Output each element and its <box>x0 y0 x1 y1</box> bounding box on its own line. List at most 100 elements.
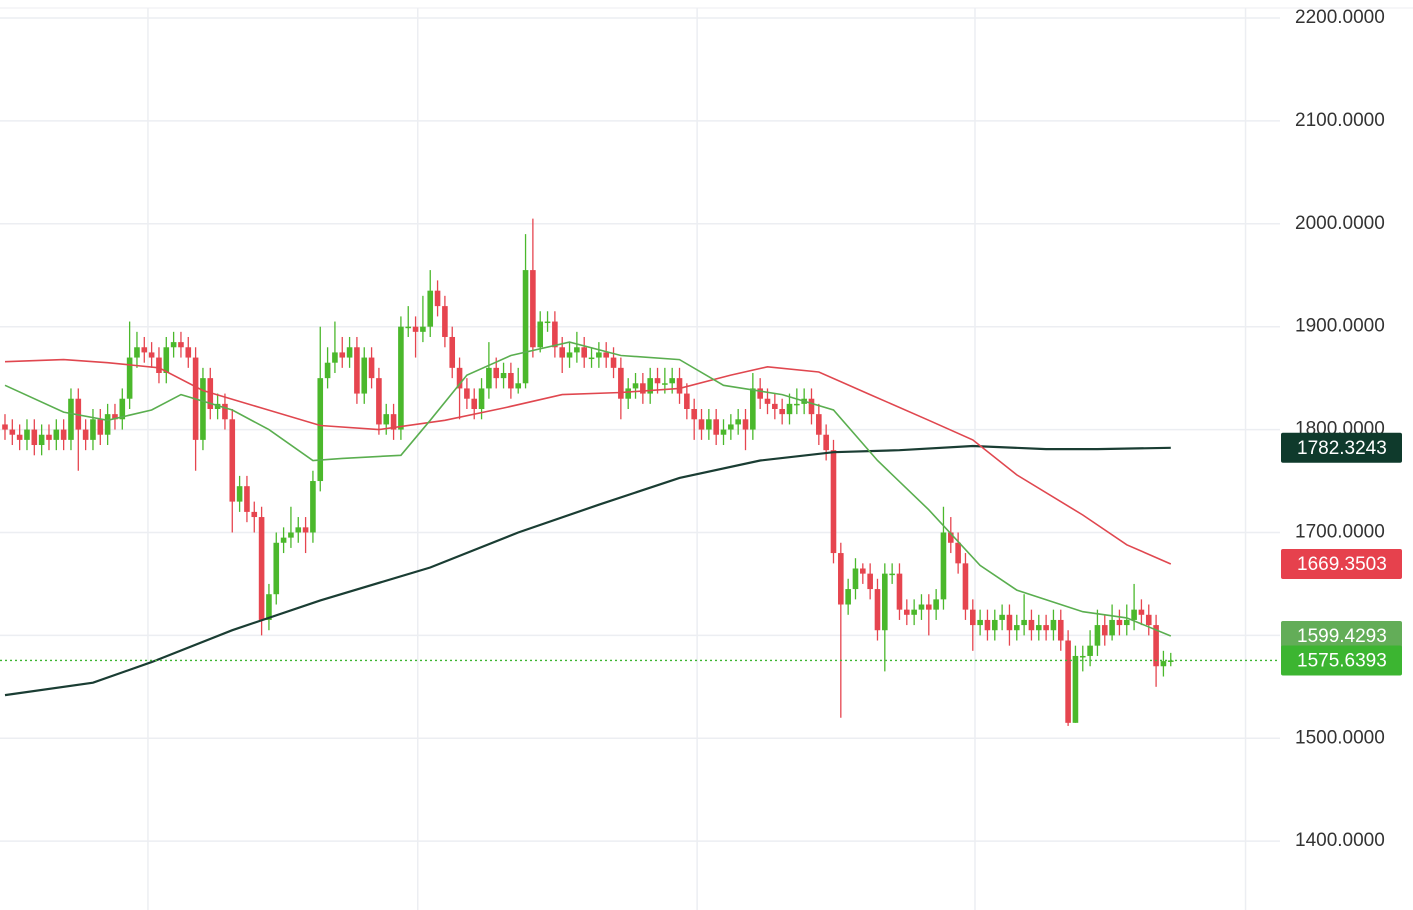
candle-body <box>889 573 895 576</box>
candle-body <box>654 378 661 384</box>
candle-body <box>464 388 470 399</box>
candle-body <box>632 383 639 389</box>
candle-body <box>530 270 536 348</box>
candle-body <box>581 347 588 358</box>
candle-body <box>471 398 478 410</box>
candle-body <box>82 429 89 440</box>
candle-body <box>1050 619 1057 631</box>
y-tick-label: 2100.0000 <box>1295 110 1385 131</box>
price-label-bg <box>1281 549 1402 580</box>
candle-body <box>68 398 74 440</box>
candle-body <box>1065 640 1071 723</box>
candle-body <box>1021 619 1027 626</box>
candle-body <box>324 362 331 379</box>
candle-body <box>588 357 595 360</box>
candle-body <box>984 619 991 631</box>
candle-body <box>838 553 844 605</box>
candle-body <box>332 352 338 363</box>
candle-body <box>97 419 104 435</box>
moving-average-line <box>4 358 1172 565</box>
price-label: 1575.6393 <box>1297 650 1387 671</box>
candle-body <box>977 619 983 626</box>
candle-body <box>126 357 133 399</box>
y-tick-label: 1500.0000 <box>1295 727 1385 748</box>
candle-body <box>1072 655 1079 723</box>
candle-body <box>896 573 903 610</box>
candle-body <box>603 352 609 358</box>
candle-body <box>104 414 111 435</box>
price-label: 1782.3243 <box>1297 438 1387 459</box>
y-tick-label: 2200.0000 <box>1295 7 1385 28</box>
candle-body <box>200 378 206 440</box>
candle-body <box>427 290 434 327</box>
candle-body <box>999 614 1005 620</box>
candle-body <box>119 398 126 420</box>
candle-body <box>676 378 683 394</box>
y-tick-label: 2000.0000 <box>1295 213 1385 234</box>
candle-body <box>596 352 602 358</box>
candle-body <box>823 434 829 451</box>
candle-body <box>845 589 851 605</box>
candle-body <box>1094 625 1101 646</box>
candle-body <box>141 347 148 353</box>
candle-body <box>669 378 675 384</box>
candle-body <box>112 414 118 420</box>
candle-body <box>178 342 184 348</box>
candle-body <box>640 383 646 394</box>
price-label: 1669.3503 <box>1297 554 1387 575</box>
candle-body <box>449 336 456 368</box>
candle-body <box>852 568 859 590</box>
candle-body <box>1167 660 1174 662</box>
candle-body <box>229 419 236 502</box>
candle-body <box>1131 609 1137 620</box>
candle-body <box>610 357 617 368</box>
candle-body <box>904 609 910 615</box>
candle-body <box>339 352 346 358</box>
moving-average-line <box>4 444 1171 697</box>
candle-body <box>390 414 397 430</box>
candle-body <box>779 409 785 415</box>
y-tick-label: 1900.0000 <box>1295 316 1385 337</box>
candle-body <box>156 357 162 373</box>
candle-body <box>170 342 177 348</box>
candle-body <box>148 352 155 358</box>
candle-body <box>383 414 390 425</box>
candle-body <box>1006 614 1013 631</box>
candle-body <box>647 378 653 394</box>
candle-body <box>926 604 932 610</box>
candle-body <box>940 532 947 600</box>
candle-body <box>720 429 727 435</box>
candle-body <box>969 609 976 626</box>
candle-body <box>1013 625 1020 631</box>
candle-body <box>691 409 697 420</box>
candle-body <box>53 429 60 440</box>
candle-body <box>185 347 192 358</box>
candle-body <box>222 403 228 420</box>
candle-body <box>434 290 441 307</box>
price-label: 1599.4293 <box>1297 626 1387 647</box>
moving-average-line <box>4 341 1172 637</box>
candle-body <box>706 419 712 430</box>
candle-body <box>860 568 866 574</box>
candle-body <box>273 542 280 595</box>
candle-body <box>1035 625 1042 631</box>
candle-body <box>574 347 580 353</box>
candle-body <box>478 388 485 410</box>
candle-body <box>816 414 822 435</box>
candle-body <box>280 537 287 543</box>
candle-body <box>1057 619 1064 641</box>
candle-body <box>735 419 741 425</box>
candle-body <box>251 511 258 518</box>
candle-body <box>266 594 272 620</box>
candle-body <box>991 619 998 631</box>
candle-body <box>16 434 23 440</box>
candle-body <box>244 486 250 512</box>
candle-body <box>346 347 353 358</box>
candle-body <box>317 378 324 482</box>
candle-body <box>684 393 690 410</box>
candle-body <box>134 347 140 358</box>
candle-body <box>405 326 412 329</box>
candle-body <box>9 429 16 435</box>
candle-body <box>830 450 837 554</box>
